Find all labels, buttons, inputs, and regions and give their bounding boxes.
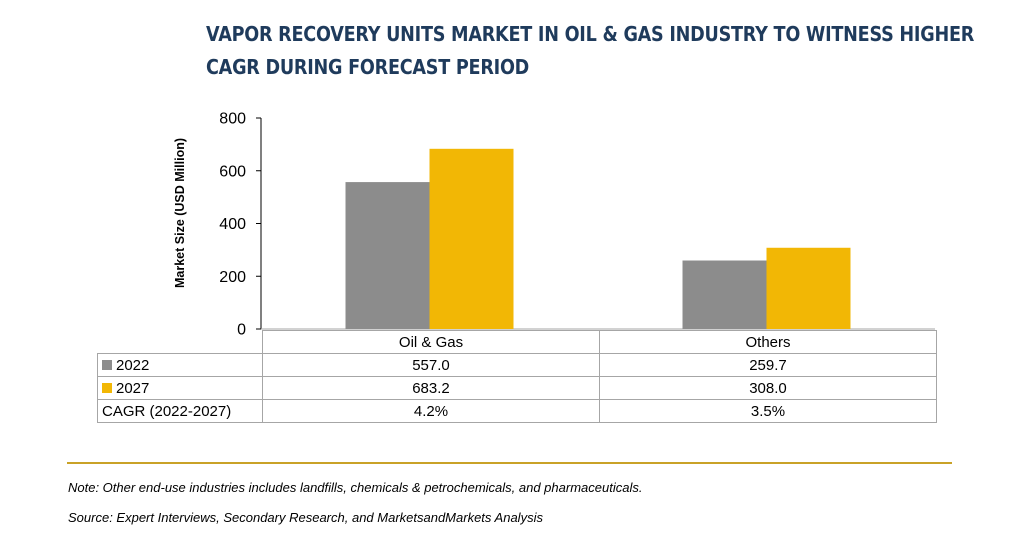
note-text: Note: Other end-use industries includes … xyxy=(68,480,643,495)
table-row-label-text: 2027 xyxy=(116,379,150,397)
table-row: 2027 683.2 308.0 xyxy=(97,376,937,400)
table-row: CAGR (2022-2027) 4.2% 3.5% xyxy=(97,399,937,423)
data-table: Oil & Gas Others 2022 557.0 259.7 2027 6… xyxy=(97,330,937,423)
table-row-label-text: 2022 xyxy=(116,356,150,374)
source-text: Source: Expert Interviews, Secondary Res… xyxy=(68,510,543,525)
table-row-label: 2027 xyxy=(97,376,263,400)
legend-swatch xyxy=(102,359,112,370)
table-row-label-text: CAGR (2022-2027) xyxy=(102,402,232,420)
chart-title-line-2: CAGR DURING FORECAST PERIOD xyxy=(206,55,530,79)
legend-swatch xyxy=(102,382,112,393)
table-header-cell: Oil & Gas xyxy=(262,330,600,354)
chart-title-line-1: VAPOR RECOVERY UNITS MARKET IN OIL & GAS… xyxy=(206,22,975,46)
y-tick-label: 0 xyxy=(237,322,246,339)
bar-2027-oil-gas xyxy=(429,148,514,329)
table-header-row: Oil & Gas Others xyxy=(97,330,937,354)
table-row: 2022 557.0 259.7 xyxy=(97,353,937,377)
divider-rule xyxy=(67,462,952,464)
table-cell: 259.7 xyxy=(599,353,937,377)
chart-title: VAPOR RECOVERY UNITS MARKET IN OIL & GAS… xyxy=(206,18,975,84)
table-row-label: CAGR (2022-2027) xyxy=(97,399,263,423)
bar-2022-oil-gas xyxy=(345,182,430,329)
table-cell: 557.0 xyxy=(262,353,600,377)
y-tick-label: 600 xyxy=(219,163,246,180)
bar-2027-others xyxy=(766,247,851,329)
table-cell: 4.2% xyxy=(262,399,600,423)
table-header-cell: Others xyxy=(599,330,937,354)
table-cell: 683.2 xyxy=(262,376,600,400)
y-tick-label: 800 xyxy=(219,111,246,128)
y-tick-label: 400 xyxy=(219,216,246,233)
table-corner-cell xyxy=(97,330,263,354)
bar-2022-others xyxy=(682,260,767,329)
y-axis-title: Market Size (USD Million) xyxy=(173,138,187,288)
y-tick-label: 200 xyxy=(219,269,246,286)
table-cell: 3.5% xyxy=(599,399,937,423)
table-cell: 308.0 xyxy=(599,376,937,400)
table-row-label: 2022 xyxy=(97,353,263,377)
